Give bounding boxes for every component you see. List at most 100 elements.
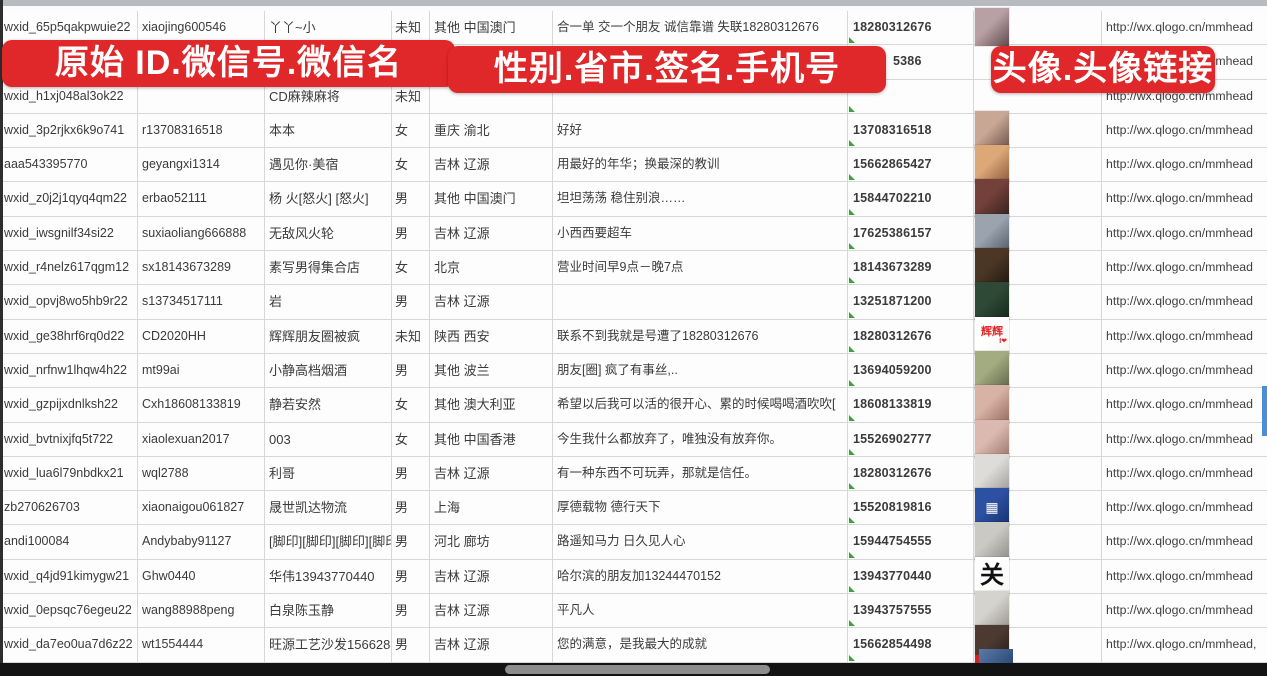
cell-phone[interactable]: 15520819816 xyxy=(848,491,974,525)
cell-gender[interactable]: 女 xyxy=(392,422,430,456)
cell-avatar-url[interactable]: http://wx.qlogo.cn/mmhead xyxy=(1106,397,1253,412)
cell-gender[interactable]: 女 xyxy=(392,113,430,148)
cell-phone[interactable] xyxy=(848,79,974,113)
cell-wechat-id[interactable]: xiaonaigou061827 xyxy=(138,491,265,525)
cell-wechat-name[interactable]: 小静高档烟酒 xyxy=(265,353,392,388)
cell-phone[interactable]: 15662854498 xyxy=(848,628,974,662)
cell-region[interactable] xyxy=(430,79,553,113)
avatar-image[interactable] xyxy=(975,282,1009,321)
cell-avatar[interactable] xyxy=(974,350,1102,389)
cell-gender[interactable]: 男 xyxy=(392,456,430,491)
cell-avatar-url[interactable]: http://wx.qlogo.cn/mmhead xyxy=(1106,328,1253,343)
cell-phone[interactable]: 13708316518 xyxy=(848,113,974,148)
cell-avatar[interactable] xyxy=(974,385,1102,424)
cell-phone[interactable]: 15662865427 xyxy=(848,148,974,182)
cell-avatar[interactable] xyxy=(974,591,1102,630)
cell-wechat-name[interactable]: [脚印][脚印][脚印][脚印] xyxy=(265,525,392,559)
cell-avatar-url[interactable]: http://wx.qlogo.cn/mmhead xyxy=(1106,500,1253,515)
cell-region[interactable]: 其他 波兰 xyxy=(430,353,553,388)
cell-phone[interactable]: 13943757555 xyxy=(848,594,974,628)
cell-region[interactable]: 上海 xyxy=(430,491,553,525)
avatar-image[interactable] xyxy=(975,248,1009,287)
cell-signature[interactable]: 小西西要超车 xyxy=(553,216,848,251)
cell-wechat-name[interactable]: 辉辉朋友圈被疯 xyxy=(265,319,392,353)
cell-avatar[interactable] xyxy=(974,110,1102,149)
cell-original-id[interactable]: wxid_h1xj048al3ok22 xyxy=(0,79,138,113)
cell-phone[interactable]: 15944754555 xyxy=(848,525,974,559)
cell-wechat-name[interactable]: 无敌风火轮 xyxy=(265,216,392,251)
cell-original-id[interactable]: wxid_q4jd91kimygw21 xyxy=(0,559,138,594)
cell-original-id[interactable]: wxid_nrfnw1lhqw4h22 xyxy=(0,353,138,388)
cell-avatar-url[interactable]: http://wx.qlogo.cn/mmhead xyxy=(1106,157,1253,172)
cell-phone[interactable]: 5386 xyxy=(848,45,974,79)
cell-avatar-url[interactable]: http://wx.qlogo.cn/mmhead xyxy=(1106,603,1253,618)
cell-phone[interactable]: 18280312676 xyxy=(848,11,974,45)
cell-original-id[interactable]: wxid_ge38hrf6rq0d22 xyxy=(0,319,138,353)
cell-wechat-id[interactable]: Cxh18608133819 xyxy=(138,388,265,422)
cell-phone[interactable]: 15844702210 xyxy=(848,182,974,216)
cell-avatar[interactable] xyxy=(974,248,1102,287)
cell-original-id[interactable]: wxid_iwsgnilf34si22 xyxy=(0,216,138,251)
cell-avatar-url[interactable]: http://wx.qlogo.cn/mmhead xyxy=(1106,191,1253,206)
cell-original-id[interactable]: aaa543395770 xyxy=(0,148,138,182)
cell-wechat-id[interactable]: xiaojing600546 xyxy=(138,11,265,45)
cell-phone[interactable]: 18608133819 xyxy=(848,388,974,422)
cell-avatar-url[interactable]: http://wx.qlogo.cn/mmhead xyxy=(1106,465,1253,480)
cell-wechat-id[interactable]: wt1554444 xyxy=(138,628,265,662)
cell-wechat-id[interactable]: CD2020HH xyxy=(138,319,265,353)
cell-region[interactable]: 吉林 辽源 xyxy=(430,456,553,491)
cell-gender[interactable]: 男 xyxy=(392,594,430,628)
cell-original-id[interactable]: wxid_65p5qakpwuie22 xyxy=(0,11,138,45)
cell-original-id[interactable]: wxid_opvj8wo5hb9r22 xyxy=(0,285,138,319)
cell-original-id[interactable]: zb270626703 xyxy=(0,491,138,525)
cell-gender[interactable]: 女 xyxy=(392,388,430,422)
scrollbar-thumb[interactable] xyxy=(505,665,770,674)
cell-region[interactable]: 其他 澳大利亚 xyxy=(430,388,553,422)
cell-wechat-id[interactable]: geyangxi1314 xyxy=(138,148,265,182)
cell-wechat-id[interactable] xyxy=(138,79,265,113)
cell-avatar[interactable] xyxy=(974,179,1102,218)
cell-avatar[interactable] xyxy=(974,213,1102,252)
cell-region[interactable]: 吉林 辽源 xyxy=(430,216,553,251)
cell-phone[interactable]: 13251871200 xyxy=(848,285,974,319)
cell-region[interactable]: 吉林 辽源 xyxy=(430,628,553,662)
cell-wechat-id[interactable]: erbao52111 xyxy=(138,182,265,216)
cell-region[interactable]: 其他 中国澳门 xyxy=(430,182,553,216)
cell-gender[interactable]: 未知 xyxy=(392,79,430,113)
cell-avatar-url[interactable]: http://wx.qlogo.cn/mmhead xyxy=(1106,225,1253,240)
cell-region[interactable]: 吉林 辽源 xyxy=(430,285,553,319)
cell-signature[interactable]: 您的满意，是我最大的成就 xyxy=(553,628,848,662)
cell-avatar-url[interactable]: http://wx.qlogo.cn/mmhead xyxy=(1106,568,1253,583)
cell-wechat-name[interactable]: 白泉陈玉静 xyxy=(265,594,392,628)
cell-gender[interactable]: 女 xyxy=(392,251,430,285)
cell-phone[interactable]: 15526902777 xyxy=(848,422,974,456)
cell-phone[interactable]: 13694059200 xyxy=(848,353,974,388)
cell-gender[interactable]: 男 xyxy=(392,182,430,216)
cell-signature[interactable]: 有一种东西不可玩弄，那就是信任。 xyxy=(553,456,848,491)
cell-avatar-url[interactable]: http://wx.qlogo.cn/mmhead xyxy=(1106,260,1253,275)
cell-gender[interactable]: 男 xyxy=(392,525,430,559)
cell-phone[interactable]: 13943770440 xyxy=(848,559,974,594)
cell-region[interactable]: 河北 廊坊 xyxy=(430,525,553,559)
cell-wechat-name[interactable]: CD麻辣麻将 xyxy=(265,79,392,113)
cell-wechat-name[interactable]: 晟世凯达物流 xyxy=(265,491,392,525)
cell-phone[interactable]: 18280312676 xyxy=(848,456,974,491)
cell-signature[interactable] xyxy=(553,285,848,319)
cell-avatar-url[interactable]: http://wx.qlogo.cn/mmhead, xyxy=(1106,637,1257,652)
cell-avatar-url[interactable]: http://wx.qlogo.cn/mmhead xyxy=(1106,362,1253,377)
cell-avatar[interactable] xyxy=(974,419,1102,458)
cell-avatar[interactable] xyxy=(974,453,1102,492)
cell-gender[interactable]: 未知 xyxy=(392,11,430,45)
avatar-image[interactable] xyxy=(975,591,1009,630)
cell-wechat-name[interactable]: 静若安然 xyxy=(265,388,392,422)
cell-gender[interactable]: 未知 xyxy=(392,319,430,353)
cell-signature[interactable]: 平凡人 xyxy=(553,594,848,628)
cell-avatar[interactable]: ▦ xyxy=(974,488,1102,527)
cell-original-id[interactable]: wxid_lua6l79nbdkx21 xyxy=(0,456,138,491)
cell-avatar[interactable] xyxy=(974,145,1102,184)
cell-signature[interactable]: 路遥知马力 日久见人心 xyxy=(553,525,848,559)
cell-region[interactable]: 吉林 辽源 xyxy=(430,594,553,628)
cell-avatar-url[interactable]: http://wx.qlogo.cn/mmhead xyxy=(1106,534,1253,549)
cell-wechat-id[interactable]: s13734517111 xyxy=(138,285,265,319)
avatar-image[interactable] xyxy=(975,145,1009,184)
